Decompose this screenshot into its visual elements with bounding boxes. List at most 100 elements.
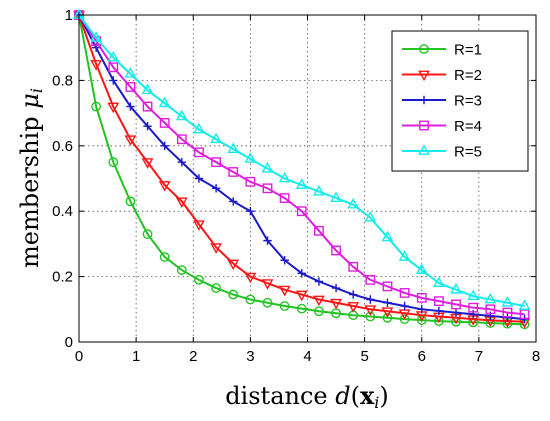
data-point xyxy=(519,309,530,320)
data-point xyxy=(141,158,154,169)
series-line xyxy=(78,14,525,308)
data-point xyxy=(159,252,170,262)
data-point xyxy=(210,132,222,144)
legend-marker xyxy=(418,70,430,82)
data-point xyxy=(142,101,153,112)
data-point xyxy=(295,290,308,302)
data-point xyxy=(296,206,307,217)
y-axis-label: membership μi xyxy=(16,88,46,268)
data-point xyxy=(227,259,240,271)
x-tick-label: 6 xyxy=(418,348,426,365)
data-point xyxy=(194,174,204,183)
data-point xyxy=(297,269,306,278)
data-point xyxy=(244,152,257,163)
x-tick-label: 0 xyxy=(75,348,83,365)
data-point xyxy=(175,197,188,209)
data-point xyxy=(107,50,120,62)
data-point xyxy=(263,236,272,245)
data-point xyxy=(518,299,531,310)
data-point xyxy=(262,297,273,308)
data-point xyxy=(158,181,171,192)
legend: R=1 R=2 R=3 R=4 R=5 xyxy=(391,30,529,172)
data-point xyxy=(520,314,529,324)
y-tick-label: 0.6 xyxy=(52,138,73,155)
x-axis-label-close: ) xyxy=(379,382,388,410)
y-axis-label-sub: i xyxy=(27,88,46,93)
y-tick-label: 0.2 xyxy=(52,269,73,286)
series-line xyxy=(78,14,525,316)
legend-entry: R=1 xyxy=(402,42,482,59)
legend-entry: R=5 xyxy=(402,144,482,161)
series-3 xyxy=(74,10,529,324)
data-point xyxy=(399,314,410,325)
data-point xyxy=(381,307,394,318)
data-point xyxy=(107,102,120,114)
data-point xyxy=(365,311,376,322)
x-axis-label-open: ( xyxy=(351,382,360,410)
x-axis-label-sub: i xyxy=(374,393,379,412)
data-point xyxy=(415,263,428,274)
x-axis-label-bold: x xyxy=(360,381,375,410)
x-tick-label: 4 xyxy=(303,348,311,365)
data-point xyxy=(228,289,239,300)
tick-labels: 0 1 2 3 4 5 6 7 8 0 0.2 0.4 0.6 0.8 1 xyxy=(52,7,540,365)
legend-label: R=5 xyxy=(454,144,482,161)
data-point xyxy=(211,184,221,193)
data-point xyxy=(347,198,360,209)
data-point xyxy=(450,283,462,294)
data-point xyxy=(330,191,342,203)
data-point xyxy=(91,101,102,112)
data-point xyxy=(126,102,135,111)
data-point xyxy=(348,261,359,272)
data-point xyxy=(193,122,205,134)
data-point xyxy=(503,313,512,322)
data-point xyxy=(502,307,513,318)
data-point xyxy=(261,279,274,290)
data-point xyxy=(313,295,325,307)
data-point xyxy=(108,62,119,73)
y-tick-label: 0.8 xyxy=(52,72,73,89)
data-point xyxy=(278,171,291,183)
data-point xyxy=(416,292,427,303)
y-tick-label: 1 xyxy=(65,7,73,24)
x-tick-label: 5 xyxy=(360,348,368,365)
x-axis-label: distance d(xi) xyxy=(225,381,389,412)
data-point xyxy=(432,276,445,288)
legend-entry: R=3 xyxy=(402,93,482,110)
data-point xyxy=(434,306,444,316)
data-point xyxy=(468,302,479,313)
data-point xyxy=(245,176,256,187)
data-point xyxy=(279,193,290,204)
data-point xyxy=(279,301,290,311)
legend-label: R=1 xyxy=(454,42,482,59)
data-point xyxy=(261,162,274,173)
series-line xyxy=(78,14,525,323)
data-point xyxy=(347,302,360,313)
data-point xyxy=(210,243,222,254)
data-point xyxy=(125,196,136,207)
data-point xyxy=(398,250,411,261)
legend-marker xyxy=(419,95,429,105)
legend-label: R=3 xyxy=(454,93,482,110)
data-point xyxy=(331,283,341,293)
data-point xyxy=(90,60,103,71)
data-point xyxy=(382,281,393,292)
series-4 xyxy=(74,10,530,320)
data-point xyxy=(176,265,187,275)
data-point xyxy=(176,134,187,145)
data-point xyxy=(399,288,410,298)
legend-marker xyxy=(418,144,430,155)
data-point xyxy=(160,141,169,150)
data-point xyxy=(280,256,289,265)
data-point xyxy=(228,167,239,177)
data-point xyxy=(330,298,342,310)
series-1 xyxy=(74,10,530,330)
series-line xyxy=(78,14,525,326)
data-point xyxy=(295,178,308,189)
data-point xyxy=(485,304,496,315)
data-point xyxy=(382,312,393,323)
data-point xyxy=(141,83,154,95)
data-point xyxy=(484,292,497,304)
data-point xyxy=(227,142,240,153)
data-point xyxy=(124,67,137,78)
